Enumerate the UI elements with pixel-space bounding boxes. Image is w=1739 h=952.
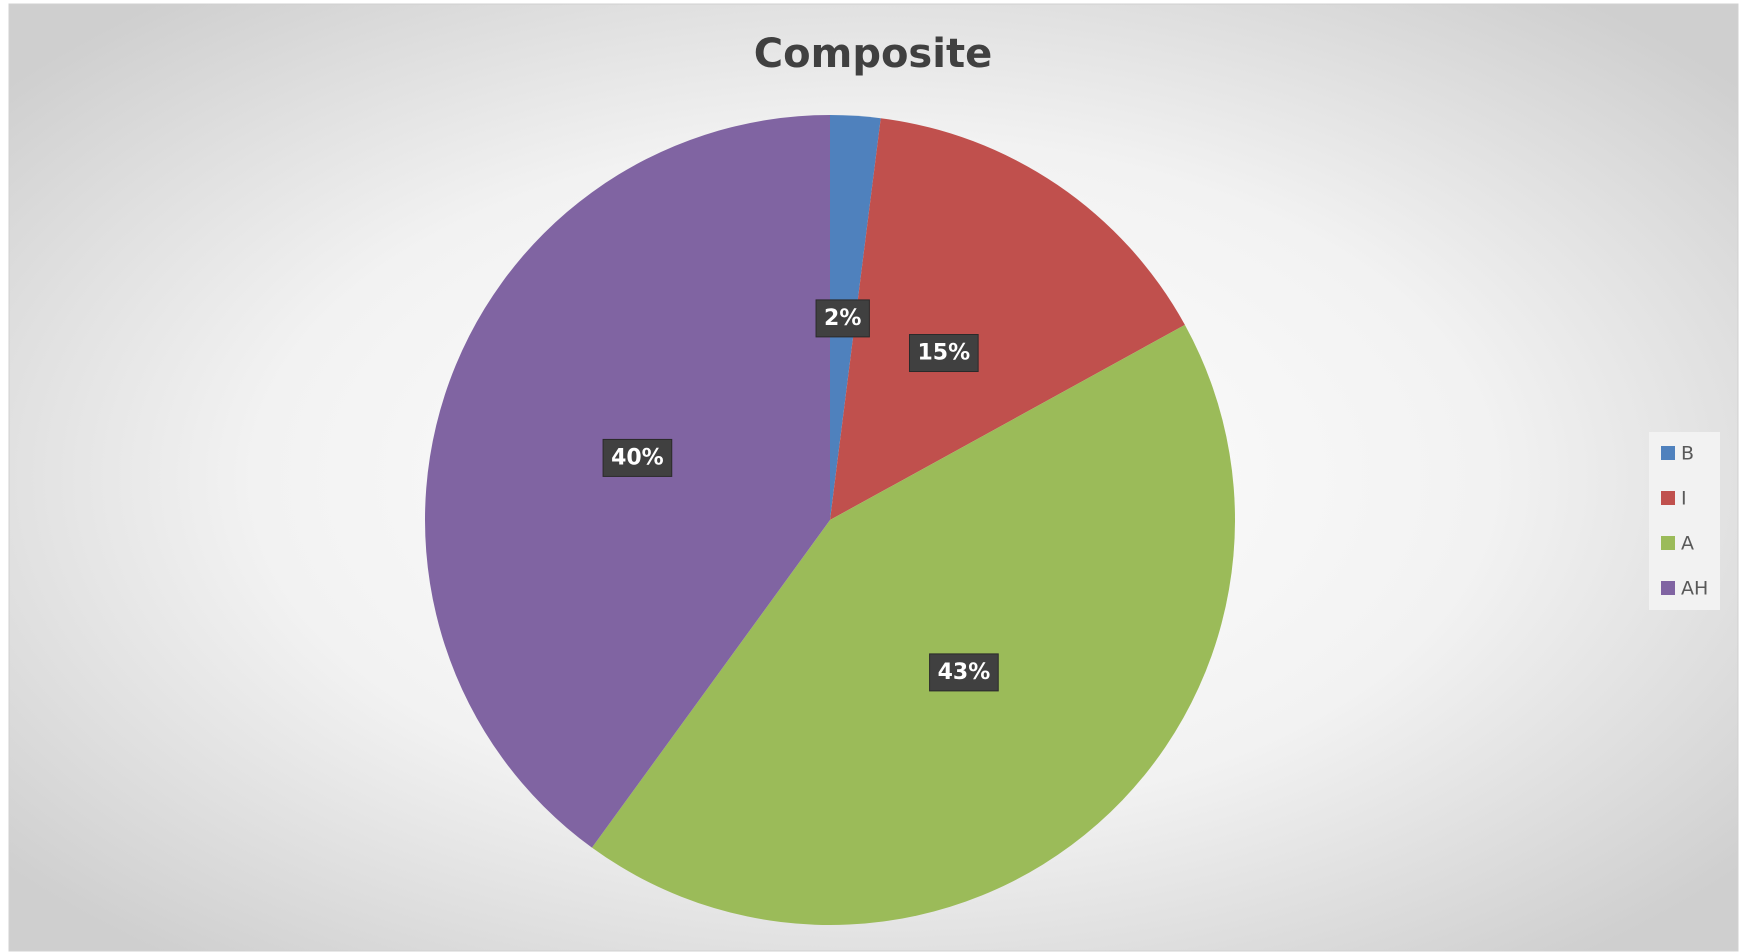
- data-label-box: [929, 653, 999, 692]
- data-labels: 2% 15% 43% 40%: [602, 299, 999, 692]
- data-label-box: [602, 438, 673, 477]
- legend-swatch: [1661, 491, 1675, 505]
- data-label: 40%: [602, 438, 673, 477]
- data-label: 15%: [908, 334, 979, 373]
- data-label-text: 2%: [824, 306, 861, 331]
- pie-slice: [830, 118, 1185, 520]
- data-label-box: [815, 299, 870, 338]
- legend-swatch: [1661, 446, 1675, 460]
- data-label-text: 15%: [917, 341, 970, 366]
- data-label-text: 43%: [938, 660, 991, 685]
- legend-swatch: [1661, 536, 1675, 550]
- pie: [424, 115, 1236, 926]
- legend: B I A AH: [1661, 443, 1708, 600]
- legend-swatch: [1661, 581, 1675, 595]
- legend-label: AH: [1681, 578, 1708, 600]
- chart-title: Composite: [754, 31, 992, 77]
- legend-label: B: [1681, 443, 1694, 465]
- data-label: 43%: [929, 653, 999, 692]
- pie-slice: [424, 115, 830, 848]
- legend-box: [1649, 432, 1720, 610]
- legend-label: I: [1681, 488, 1687, 510]
- data-label-text: 40%: [611, 445, 664, 470]
- data-label-box: [908, 334, 979, 373]
- pie-slice: [591, 324, 1236, 926]
- legend-label: A: [1681, 533, 1694, 555]
- data-label: 2%: [815, 299, 870, 338]
